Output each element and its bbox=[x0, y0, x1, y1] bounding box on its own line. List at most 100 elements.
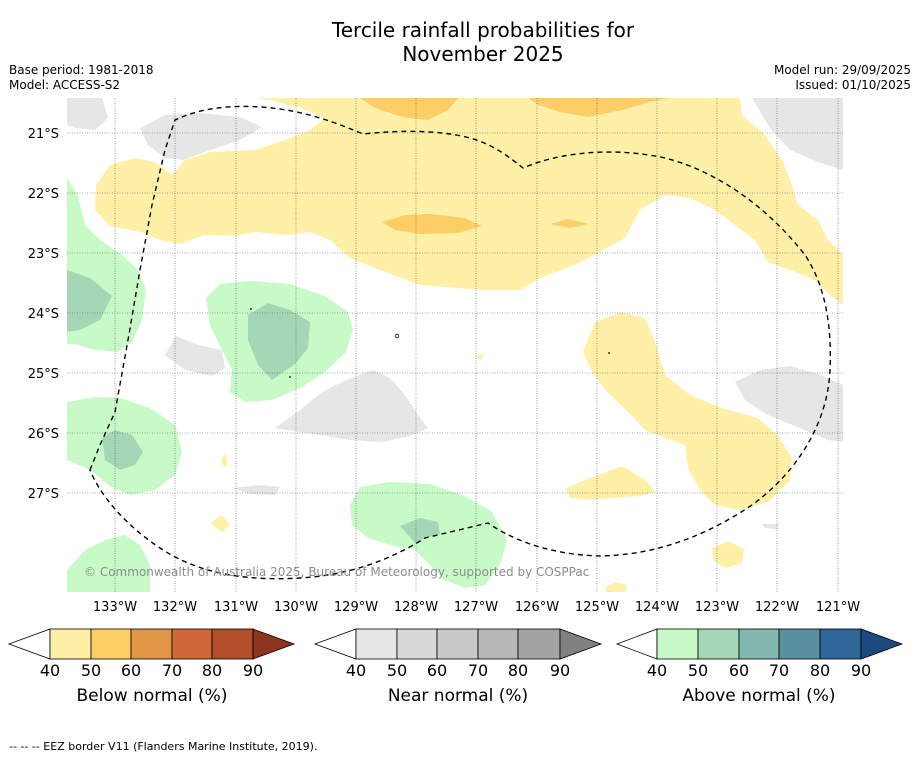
lon-label: 124°W bbox=[635, 600, 679, 615]
cb-tick: 40 bbox=[40, 661, 60, 680]
below-50-region-4 bbox=[550, 219, 588, 228]
cb-segment bbox=[778, 628, 821, 660]
cb-left-arrow bbox=[7, 628, 51, 660]
below-normal-region-east bbox=[583, 312, 792, 510]
base-period: Base period: 1981-2018 bbox=[9, 63, 154, 77]
island-1 bbox=[394, 333, 400, 339]
cb-right-arrow bbox=[559, 628, 603, 660]
below-normal-spot-3 bbox=[221, 453, 228, 468]
cb-right-arrow bbox=[860, 628, 904, 660]
lon-label: 125°W bbox=[575, 600, 619, 615]
cb-segment bbox=[656, 628, 699, 660]
below-normal-region-south bbox=[566, 466, 656, 500]
cb-tick: 40 bbox=[346, 661, 366, 680]
eez-footer-note: -- -- -- EEZ border V11 (Flanders Marine… bbox=[9, 740, 318, 753]
title-line-1: Tercile rainfall probabilities for bbox=[331, 18, 635, 42]
cb-tick: 70 bbox=[162, 661, 182, 680]
cb-ticks: 40 50 60 70 80 90 bbox=[40, 661, 263, 680]
above-50-region-2 bbox=[248, 303, 310, 380]
cb-tick: 60 bbox=[427, 661, 447, 680]
near-normal-region-west bbox=[165, 336, 225, 376]
cb-tick: 70 bbox=[468, 661, 488, 680]
lon-label: 122°W bbox=[755, 600, 799, 615]
below-50-region-2 bbox=[528, 98, 670, 117]
near-normal-spot bbox=[762, 524, 780, 529]
lon-label: 131°W bbox=[214, 600, 258, 615]
cb-segment bbox=[477, 628, 519, 660]
lat-label: 26°S bbox=[28, 427, 59, 442]
cb-segment bbox=[396, 628, 438, 660]
cb-left-arrow bbox=[313, 628, 357, 660]
cb-segment bbox=[819, 628, 862, 660]
model-name: Model: ACCESS-S2 bbox=[9, 78, 121, 92]
above-50-region-1 bbox=[67, 270, 112, 332]
below-normal-spot-5 bbox=[476, 354, 484, 362]
cb-tick: 80 bbox=[202, 661, 222, 680]
lon-label: 123°W bbox=[695, 600, 739, 615]
meta-left: Base period: 1981-2018 Model: ACCESS-S2 bbox=[9, 63, 154, 93]
latitude-labels: 21°S 22°S 23°S 24°S 25°S 26°S 27°S bbox=[28, 127, 59, 502]
cb-segment bbox=[355, 628, 398, 660]
cb-segment bbox=[436, 628, 479, 660]
issued-date: Issued: 01/10/2025 bbox=[795, 78, 911, 92]
near-normal-region-center bbox=[275, 370, 428, 442]
lat-label: 27°S bbox=[28, 487, 59, 502]
cb-segment bbox=[171, 628, 213, 660]
cb-left-arrow bbox=[615, 628, 658, 660]
lon-label: 126°W bbox=[515, 600, 559, 615]
near-normal-region-nw bbox=[67, 98, 108, 130]
colorbar-below-normal: 40 50 60 70 80 90 bbox=[7, 628, 296, 680]
colorbar-title-below: Below normal (%) bbox=[76, 686, 228, 706]
map-area: © Commonwealth of Australia 2025, Bureau… bbox=[67, 98, 843, 592]
cb-segment bbox=[697, 628, 740, 660]
meta-right: Model run: 29/09/2025 Issued: 01/10/2025 bbox=[774, 63, 911, 93]
grid-lines bbox=[67, 98, 843, 592]
near-normal-region-south bbox=[232, 485, 280, 495]
above-50-region-4 bbox=[400, 518, 440, 543]
below-50-region-3 bbox=[382, 214, 482, 234]
cb-tick: 60 bbox=[121, 661, 141, 680]
cb-segment bbox=[130, 628, 173, 660]
cb-tick: 50 bbox=[688, 661, 708, 680]
colorbar-title-above: Above normal (%) bbox=[682, 686, 836, 706]
cb-segment bbox=[211, 628, 254, 660]
cb-tick: 90 bbox=[550, 661, 570, 680]
near-normal-region-ne bbox=[752, 98, 843, 170]
cb-segment bbox=[738, 628, 780, 660]
title-line-2: November 2025 bbox=[402, 42, 564, 66]
lat-label: 22°S bbox=[28, 187, 59, 202]
below-normal-spot-4 bbox=[605, 582, 627, 592]
lat-label: 25°S bbox=[28, 367, 59, 382]
model-run: Model run: 29/09/2025 bbox=[773, 63, 911, 77]
below-normal-spot-1 bbox=[712, 541, 744, 568]
near-normal-region-east bbox=[735, 366, 843, 442]
colorbar-near-normal: 40 50 60 70 80 90 bbox=[313, 628, 603, 680]
lat-label: 21°S bbox=[28, 127, 59, 142]
colorbar-title-near: Near normal (%) bbox=[387, 686, 529, 706]
below-normal-spot-2 bbox=[210, 515, 230, 532]
cb-tick: 40 bbox=[647, 661, 667, 680]
cb-tick: 80 bbox=[508, 661, 528, 680]
colorbar-above-normal: 40 50 60 70 80 90 bbox=[615, 628, 904, 680]
below-normal-region-north bbox=[95, 98, 843, 305]
cb-right-arrow bbox=[252, 628, 296, 660]
below-50-region-1 bbox=[360, 98, 458, 120]
lon-label: 132°W bbox=[153, 600, 197, 615]
lon-label: 121°W bbox=[816, 600, 860, 615]
lat-label: 24°S bbox=[28, 307, 59, 322]
cb-tick: 60 bbox=[729, 661, 749, 680]
copyright-credit: © Commonwealth of Australia 2025, Bureau… bbox=[84, 565, 589, 579]
island-3 bbox=[289, 376, 291, 378]
cb-tick: 90 bbox=[243, 661, 263, 680]
above-50-region-3 bbox=[102, 430, 143, 470]
cb-tick: 90 bbox=[851, 661, 871, 680]
lon-label: 127°W bbox=[454, 600, 498, 615]
lon-label: 133°W bbox=[93, 600, 137, 615]
cb-tick: 70 bbox=[769, 661, 789, 680]
lon-label: 129°W bbox=[334, 600, 378, 615]
cb-tick: 50 bbox=[387, 661, 407, 680]
cb-segment bbox=[517, 628, 561, 660]
cb-ticks: 40 50 60 70 80 90 bbox=[647, 661, 871, 680]
chart-title: Tercile rainfall probabilities for Novem… bbox=[0, 18, 919, 66]
